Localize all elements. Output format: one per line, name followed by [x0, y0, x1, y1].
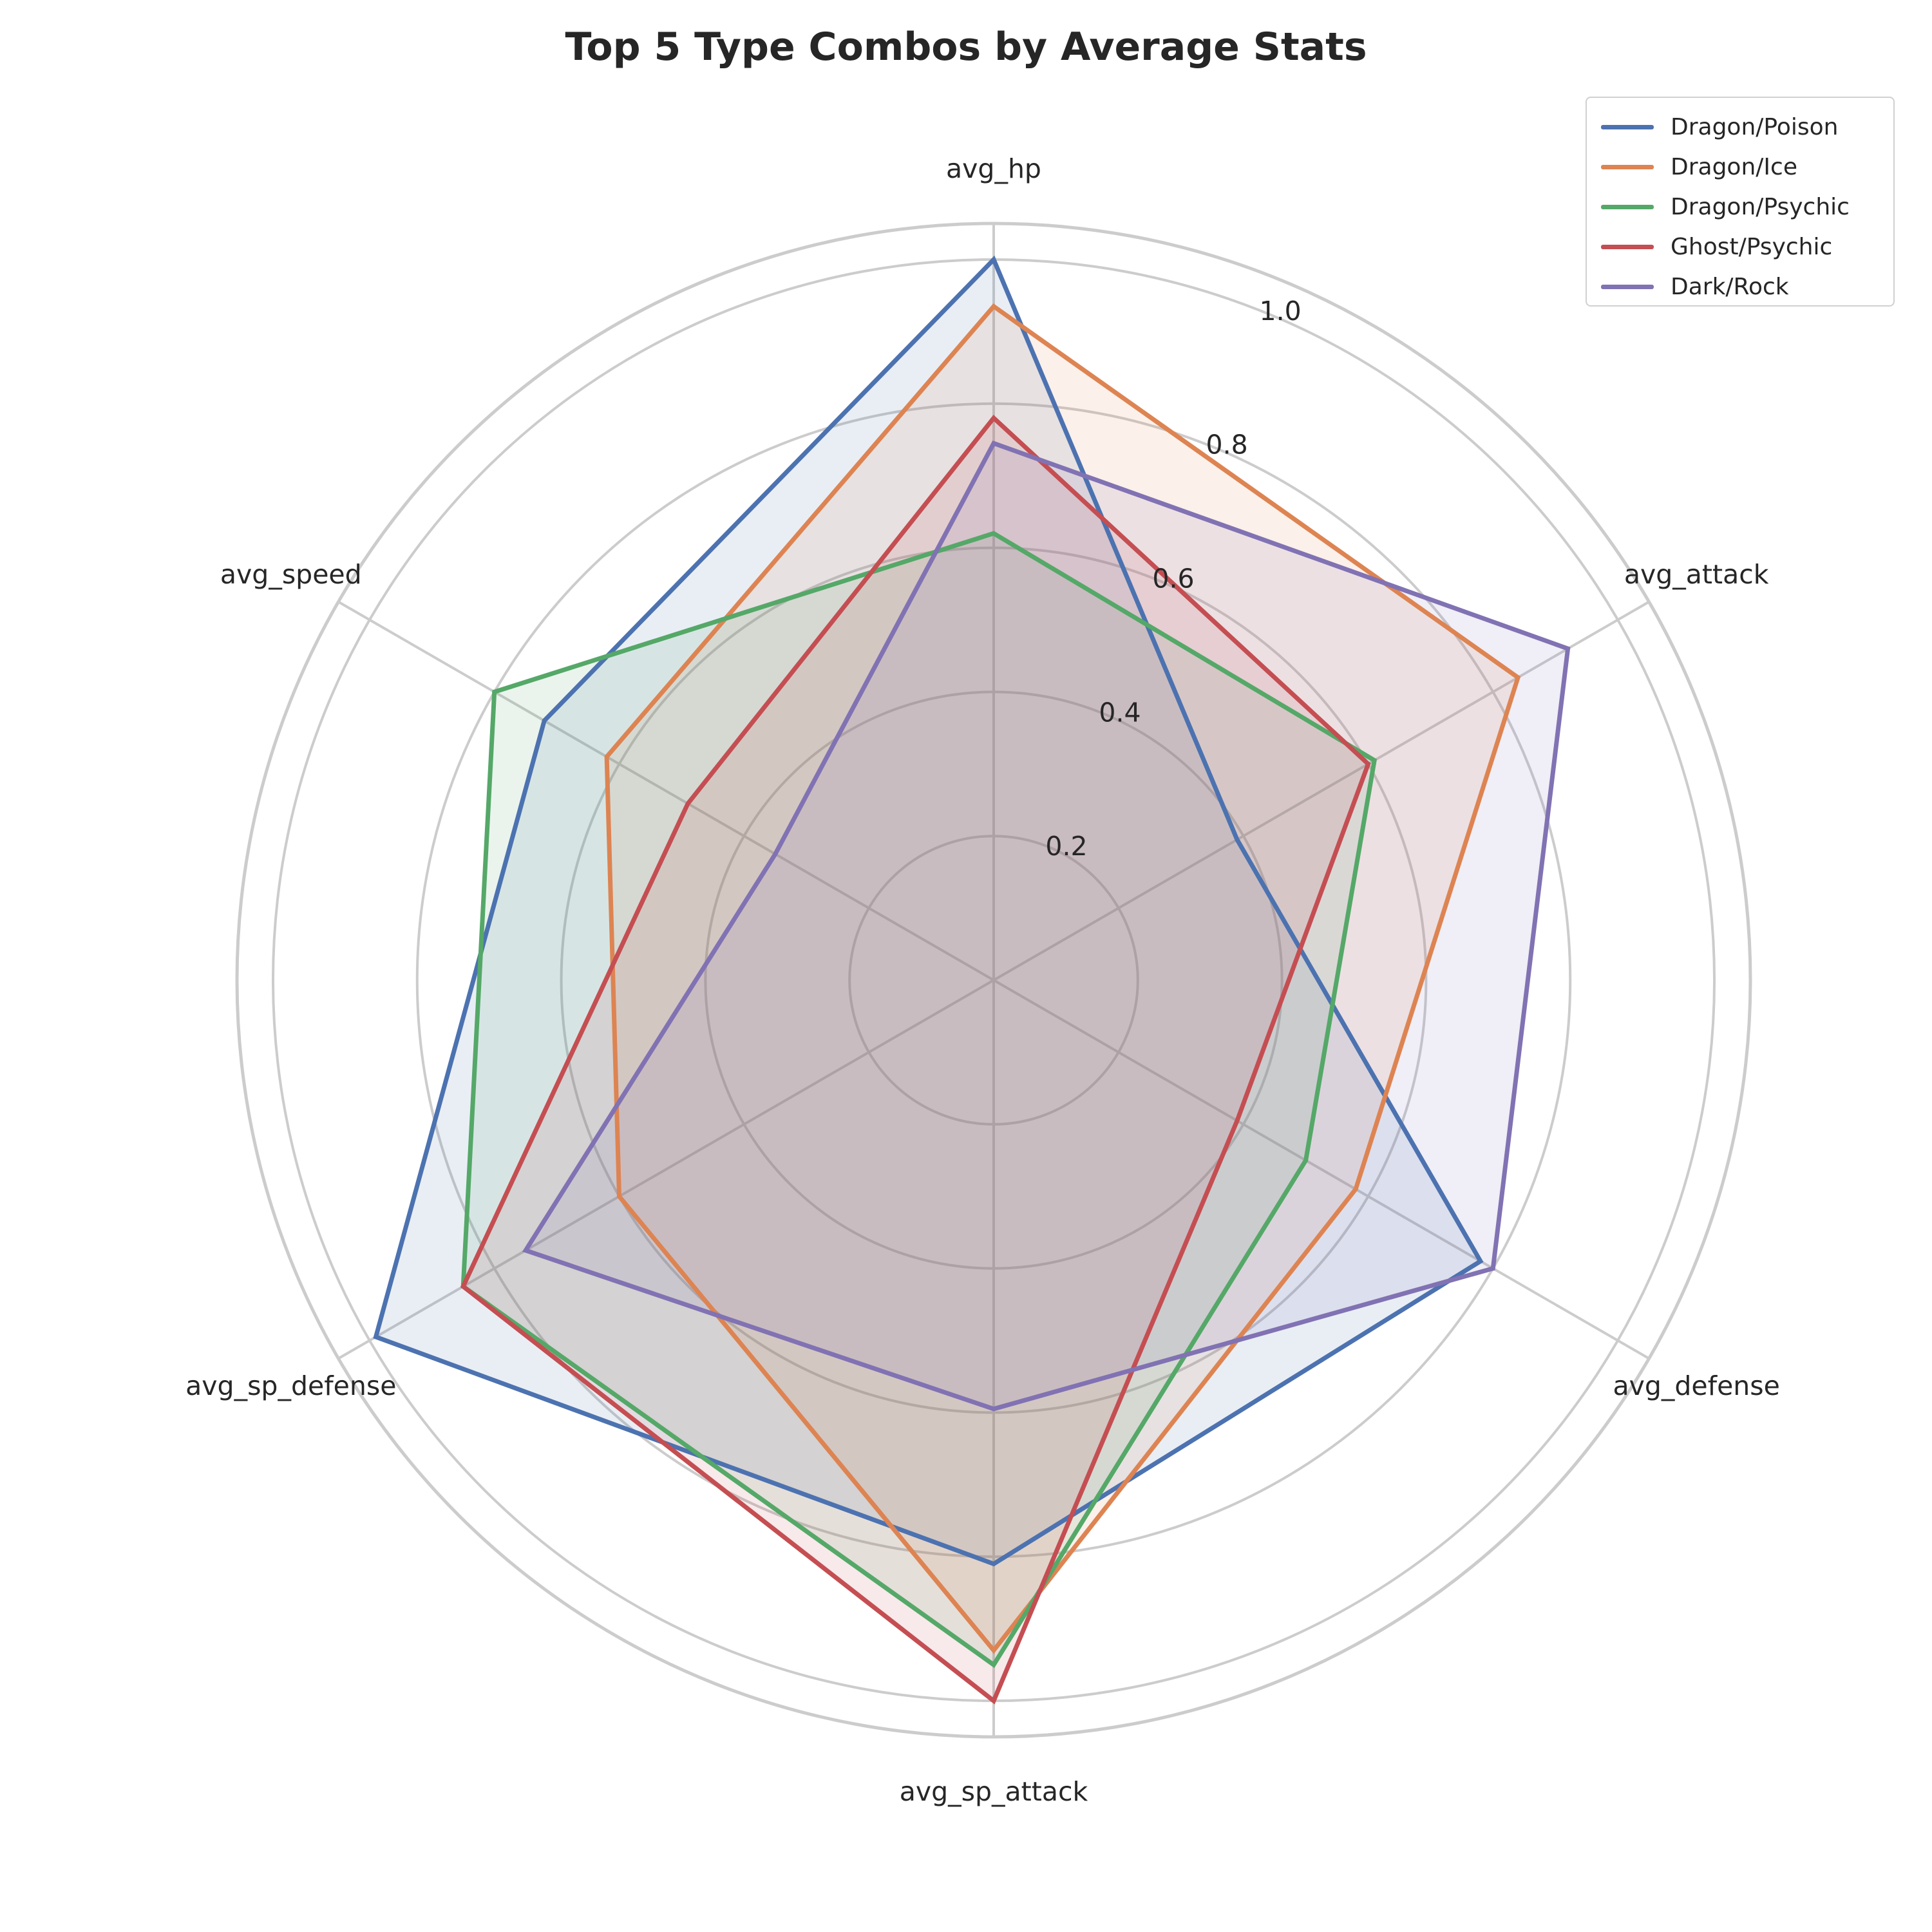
series-fill — [463, 418, 1368, 1701]
axis-spoke — [992, 600, 1650, 981]
series-fill — [463, 533, 1375, 1665]
axis-label: avg_sp_defense — [185, 1370, 396, 1401]
chart-title: Top 5 Type Combos by Average Stats — [565, 24, 1367, 70]
axis-label: avg_defense — [1613, 1370, 1779, 1401]
legend-swatch — [1601, 204, 1654, 209]
axis-label: avg_hp — [946, 153, 1041, 184]
legend: Dragon/Poison Dragon/Ice Dragon/Psychic Gho… — [1586, 97, 1895, 307]
legend-item: Ghost/Psychic — [1601, 227, 1880, 267]
axis-label: avg_attack — [1624, 559, 1769, 590]
legend-swatch — [1601, 124, 1654, 129]
legend-item: Dragon/Poison — [1601, 107, 1880, 147]
series-fill — [526, 443, 1568, 1409]
legend-label: Dragon/Ice — [1671, 153, 1797, 180]
radial-tick-label: 0.2 — [1045, 831, 1087, 862]
legend-label: Ghost/Psychic — [1671, 233, 1833, 260]
series-line — [460, 531, 1378, 1669]
axis-spoke — [992, 979, 1650, 1360]
series-line — [373, 255, 1484, 1567]
axis-spoke — [337, 600, 995, 981]
series-line — [460, 414, 1371, 1705]
radial-tick-labels: 0.2 0.4 0.6 0.8 1.0 — [1045, 296, 1301, 862]
radial-tick-label: 0.4 — [1099, 697, 1141, 728]
legend-swatch — [1601, 284, 1654, 289]
legend-item: Dragon/Ice — [1601, 147, 1880, 187]
legend-swatch — [1601, 164, 1654, 169]
series-lines — [373, 255, 1571, 1705]
legend-item: Dark/Rock — [1601, 267, 1880, 307]
radial-tick-label: 0.6 — [1152, 564, 1194, 594]
legend-swatch — [1601, 244, 1654, 249]
legend-item: Dragon/Psychic — [1601, 187, 1880, 227]
radar-grid — [235, 222, 1752, 1739]
radial-tick-label: 1.0 — [1259, 296, 1301, 327]
radial-tick-label: 0.8 — [1206, 430, 1247, 460]
axis-labels: avg_hp avg_attack avg_defense avg_sp_attack… — [185, 153, 1780, 1807]
legend-label: Dragon/Poison — [1671, 113, 1839, 140]
axis-label: avg_sp_attack — [900, 1776, 1088, 1807]
series-fills — [375, 260, 1568, 1701]
legend-label: Dark/Rock — [1671, 273, 1789, 300]
axis-spoke — [337, 979, 995, 1360]
series-fill — [607, 306, 1519, 1651]
series-line — [604, 303, 1521, 1654]
axis-label: avg_speed — [220, 559, 362, 590]
legend-label: Dragon/Psychic — [1671, 193, 1850, 220]
series-line — [522, 440, 1571, 1412]
